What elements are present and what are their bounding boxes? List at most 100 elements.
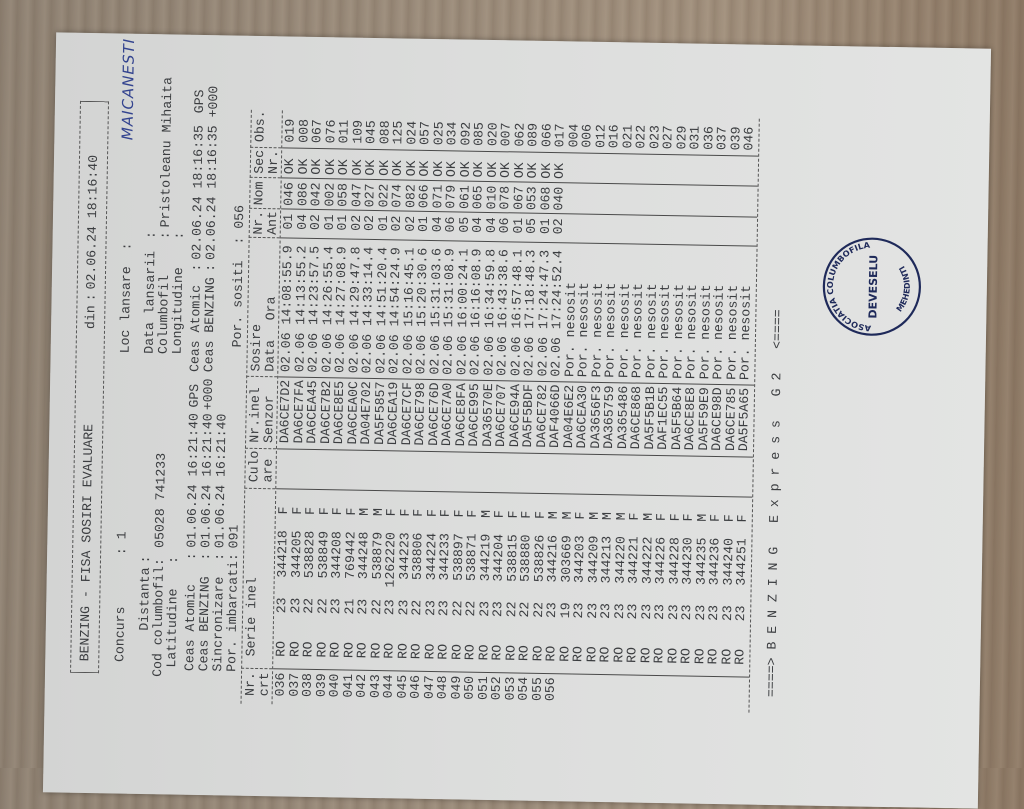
cell-ant: 06 bbox=[496, 217, 513, 234]
cell-obs: 019 bbox=[282, 118, 298, 143]
association-stamp: ASOCIATIA COLUMBOFILA MEHEDINTI DEVESELU bbox=[822, 237, 921, 336]
cell-obs: 016 bbox=[606, 124, 622, 149]
clock-label: Ceas BENZING bbox=[201, 277, 218, 373]
cell-nr: 042 bbox=[353, 673, 370, 698]
cell-nr: 046 bbox=[407, 674, 424, 699]
cell-year: 23 bbox=[544, 602, 560, 619]
cell-date: Por. nesosit bbox=[737, 284, 754, 381]
colon: : bbox=[151, 558, 168, 567]
cell-year: 23 bbox=[274, 597, 290, 614]
concurs-label: Concurs bbox=[112, 606, 129, 663]
por-sositi-value: 056 bbox=[231, 204, 248, 229]
columbofil-value: Pristoleanu Mihaita bbox=[157, 76, 176, 228]
colon: : bbox=[165, 555, 182, 565]
cell-country: RO bbox=[516, 645, 532, 662]
colon: : bbox=[184, 552, 200, 561]
cell-ant: 01 bbox=[334, 214, 351, 231]
clock-suffix: +000 bbox=[200, 378, 217, 411]
clock-value: 02.06.24 18:16:35 bbox=[203, 125, 221, 261]
colon: : bbox=[157, 231, 173, 240]
cell-nom: 058 bbox=[335, 182, 351, 207]
cell-date: 02.06 bbox=[278, 332, 295, 373]
cell-sec: OK bbox=[362, 159, 379, 176]
cell-ant: 01 bbox=[415, 215, 432, 233]
cell-year: 22 bbox=[463, 600, 479, 617]
cell-country: RO bbox=[651, 647, 667, 664]
col-header-sec: Sec bbox=[251, 149, 268, 174]
cell-sex: F bbox=[383, 508, 399, 517]
cell-date: 02.06 bbox=[332, 333, 348, 374]
cell-obs: 046 bbox=[741, 126, 757, 151]
cell-date: 02.06 bbox=[440, 335, 456, 375]
cell-nom: 053 bbox=[524, 186, 540, 211]
cell-obs: 089 bbox=[525, 122, 541, 147]
clock-suffix: +000 bbox=[205, 85, 222, 118]
cell-ring: 344251 bbox=[733, 538, 750, 586]
din-label: din bbox=[83, 305, 99, 330]
cell-obs: 125 bbox=[390, 120, 406, 145]
report-title: BENZING - FISA SOSIRI EVALUARE bbox=[77, 423, 97, 662]
por-sositi-label: Por. sositi bbox=[229, 260, 247, 348]
cell-nr: 044 bbox=[380, 674, 397, 699]
cell-nr: 054 bbox=[515, 676, 532, 701]
cell-year: 23 bbox=[679, 604, 695, 621]
col-header-nr: crt bbox=[256, 672, 273, 697]
colon: : bbox=[114, 547, 130, 556]
cell-sec: OK bbox=[389, 160, 406, 177]
cell-country: RO bbox=[732, 648, 748, 665]
cell-sex: F bbox=[329, 507, 345, 516]
cell-country: RO bbox=[597, 646, 613, 663]
cell-date: 02.06 bbox=[305, 332, 321, 373]
clock-suffix: GPS bbox=[191, 89, 208, 114]
col-header-sec: Nr. bbox=[265, 150, 282, 175]
footer-line: ====> B E N Z I N G E x p r e s s G 2 <=… bbox=[764, 65, 789, 705]
cell-sex: F bbox=[653, 512, 669, 522]
cell-date: 02.06 bbox=[548, 337, 564, 377]
cell-sex: F bbox=[572, 511, 588, 520]
cell-ant: 06 bbox=[442, 216, 459, 233]
col-header-nr: Nr. bbox=[242, 672, 259, 697]
cell-date: 02.06 bbox=[359, 333, 375, 374]
cell-nr: 050 bbox=[461, 675, 478, 700]
cell-nr: 056 bbox=[542, 677, 559, 702]
cell-sec: OK bbox=[281, 158, 298, 175]
colon: : bbox=[226, 552, 242, 562]
cell-country: RO bbox=[570, 646, 586, 663]
cell-date: 02.06 bbox=[386, 334, 402, 375]
cell-year: 23 bbox=[382, 599, 398, 616]
cell-year: 22 bbox=[517, 601, 533, 618]
cell-year: 23 bbox=[355, 598, 371, 615]
cell-obs: 006 bbox=[579, 123, 595, 148]
cell-nr: 048 bbox=[434, 675, 451, 700]
concurs-line: Concurs : 1 Loc lansare : MAICANESTI bbox=[112, 38, 138, 694]
cell-sex: F bbox=[464, 509, 480, 518]
cell-sex: F bbox=[410, 508, 426, 517]
cell-ant: 02 bbox=[550, 218, 567, 235]
colon: : bbox=[143, 231, 159, 240]
loc-lansare-handwritten: MAICANESTI bbox=[118, 37, 139, 141]
col-header-senzor: Nr.inel bbox=[247, 387, 264, 443]
cell-year: 23 bbox=[733, 605, 749, 622]
cell-obs: 085 bbox=[471, 121, 487, 146]
cell-obs: 031 bbox=[687, 125, 703, 150]
cell-ant: 02 bbox=[361, 215, 378, 232]
table-body: 036 RO 23 344218 F DA6CE7D2 02.06 14:08:55.9 01 0… bbox=[45, 52, 759, 701]
cell-sex: M bbox=[599, 512, 615, 521]
col-header-obs: Obs. bbox=[252, 110, 268, 143]
cell-year: 23 bbox=[652, 603, 668, 621]
cell-sec: OK bbox=[443, 161, 460, 178]
col-header-sosire: Sosire bbox=[248, 323, 265, 372]
cell-sex: F bbox=[275, 506, 291, 515]
cell-nom: 065 bbox=[470, 185, 486, 210]
cell-obs: 034 bbox=[444, 121, 460, 146]
cell-country: RO bbox=[327, 641, 343, 658]
cell-country: RO bbox=[408, 643, 424, 660]
cell-year: 23 bbox=[625, 603, 641, 620]
cell-year: 23 bbox=[571, 602, 587, 619]
colon: : bbox=[189, 263, 205, 272]
stamp-top-text: ASOCIATIA COLUMBOFILA bbox=[825, 240, 873, 333]
cell-sensor: DA5F5A65 bbox=[735, 387, 753, 452]
cell-obs: 011 bbox=[336, 119, 352, 144]
cell-country: RO bbox=[354, 642, 370, 659]
cell-nom: 079 bbox=[443, 184, 459, 209]
